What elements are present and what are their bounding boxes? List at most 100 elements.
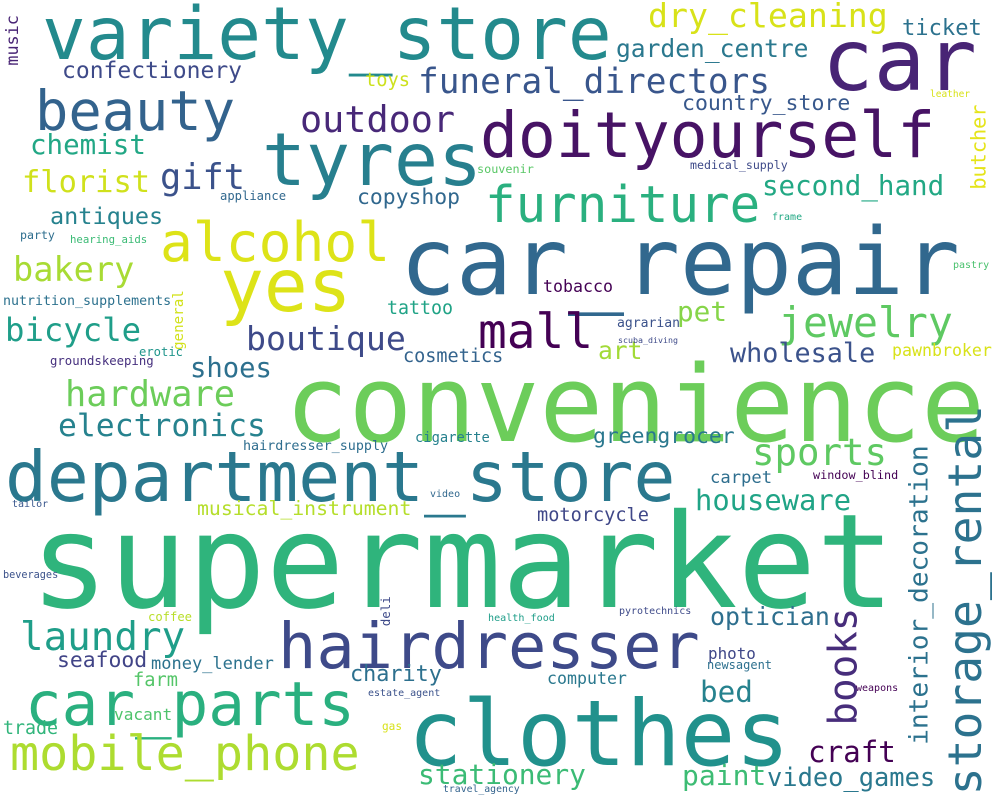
word-health-food: health_food [488,612,555,624]
word-leather: leather [930,89,971,101]
word-cigarette: cigarette [415,430,490,447]
word-shoes: shoes [190,353,272,385]
word-party: party [20,227,55,242]
word-clothes: clothes [408,681,790,787]
word-pet: pet [677,295,728,329]
word-dry-cleaning: dry_cleaning [648,0,888,36]
word-gift: gift [160,156,246,198]
word-confectionery: confectionery [62,57,243,84]
word-computer: computer [547,668,627,688]
word-funeral-directors: funeral_directors [418,61,770,102]
word-agrarian: agrarian [617,316,681,331]
word-department-store: department_store [5,436,676,518]
word-tattoo: tattoo [387,297,454,319]
word-charity: charity [350,662,442,688]
word-nutrition-supplements: nutrition_supplements [3,294,172,310]
word-cosmetics: cosmetics [403,345,504,367]
word-pastry: pastry [953,259,990,271]
word-craft: craft [808,734,896,769]
word-sports: sports [752,430,888,475]
word-boutique: boutique [246,319,406,359]
word-supermarket: supermarket [30,486,895,639]
word-antiques: antiques [50,201,164,230]
word-greengrocer: greengrocer [593,424,735,450]
word-carpet: carpet [710,468,773,489]
word-jewelry: jewelry [778,297,953,347]
word-video-games: video_games [767,761,936,792]
word-musical-instrument: musical_instrument [197,497,412,521]
word-hairdresser: hairdresser [278,609,700,684]
word-pawnbroker: pawnbroker [892,340,992,360]
word-beverages: beverages [3,569,59,581]
word-butcher: butcher [965,104,990,191]
word-newsagent: newsagent [707,657,773,672]
word-storage-rental: storage_rental [937,404,992,796]
word-video: video [430,489,461,500]
word-money-lender: money_lender [151,653,274,674]
word-hardware: hardware [65,374,236,416]
word-erotic: erotic [139,345,184,360]
word-interior-decoration: interior_decoration [904,445,935,745]
word-electronics: electronics [58,408,266,445]
word-paint: paint [682,758,767,792]
word-tobacco: tobacco [543,276,613,296]
word-mall: mall [478,304,594,360]
word-window-blind: window_blind [813,467,899,482]
word-garden-centre: garden_centre [616,33,809,63]
word-art: art [598,335,643,365]
word-variety-store: variety_store [42,0,612,77]
word-seafood: seafood [57,648,148,674]
word-furniture: furniture [485,174,761,234]
word-wholesale: wholesale [730,338,876,370]
word-houseware: houseware [695,482,852,517]
word-bicycle: bicycle [5,311,142,350]
word-beauty: beauty [35,79,236,144]
word-groundskeeping: groundskeeping [50,354,154,369]
word-general: general [170,290,187,350]
word-pyrotechnics: pyrotechnics [619,605,692,617]
word-copyshop: copyshop [357,185,461,211]
word-frame: frame [772,211,803,223]
word-estate-agent: estate_agent [368,687,441,699]
word-ticket: ticket [902,14,982,41]
word-hairdresser-supply: hairdresser_supply [243,439,389,455]
word-tyres: tyres [262,117,483,203]
word-car-parts: car_parts [25,668,355,740]
word-bakery: bakery [13,250,135,290]
word-florist: florist [22,164,151,200]
word-car: car [822,11,977,112]
word-bed: bed [700,675,753,710]
word-farm: farm [133,669,179,691]
word-scuba-diving: scuba_diving [618,334,678,345]
word-toys: toys [365,69,411,91]
word-chemist: chemist [30,129,146,162]
word-gas: gas [382,720,403,733]
word-second-hand: second_hand [762,170,945,203]
word-mobile-phone: mobile_phone [10,726,360,783]
word-trade: trade [3,717,59,739]
word-outdoor: outdoor [300,98,456,142]
word-travel-agency: travel_agency [443,783,520,795]
word-medical-supply: medical_supply [690,157,788,172]
word-music: music [2,14,23,66]
word-coffee: coffee [148,610,193,625]
word-stationery: stationery [418,758,586,791]
word-tailor: tailor [12,499,49,510]
word-souvenir: souvenir [477,161,534,176]
word-yes: yes [220,244,352,330]
word-laundry: laundry [20,614,186,660]
word-vacant: vacant [114,705,173,724]
word-convenience: convenience [285,343,985,467]
word-hearing-aids: hearing_aids [70,232,148,246]
word-motorcycle: motorcycle [537,504,649,526]
word-doityourself: doityourself [480,98,936,172]
word-alcohol: alcohol [160,210,391,275]
word-photo: photo [708,644,756,663]
word-weapons: weapons [856,683,899,694]
word-optician: optician [710,602,830,631]
word-country-store: country_store [682,91,851,117]
word-car-repair: car_repair [400,208,960,316]
word-books: books [821,608,867,726]
word-appliance: appliance [220,189,287,204]
